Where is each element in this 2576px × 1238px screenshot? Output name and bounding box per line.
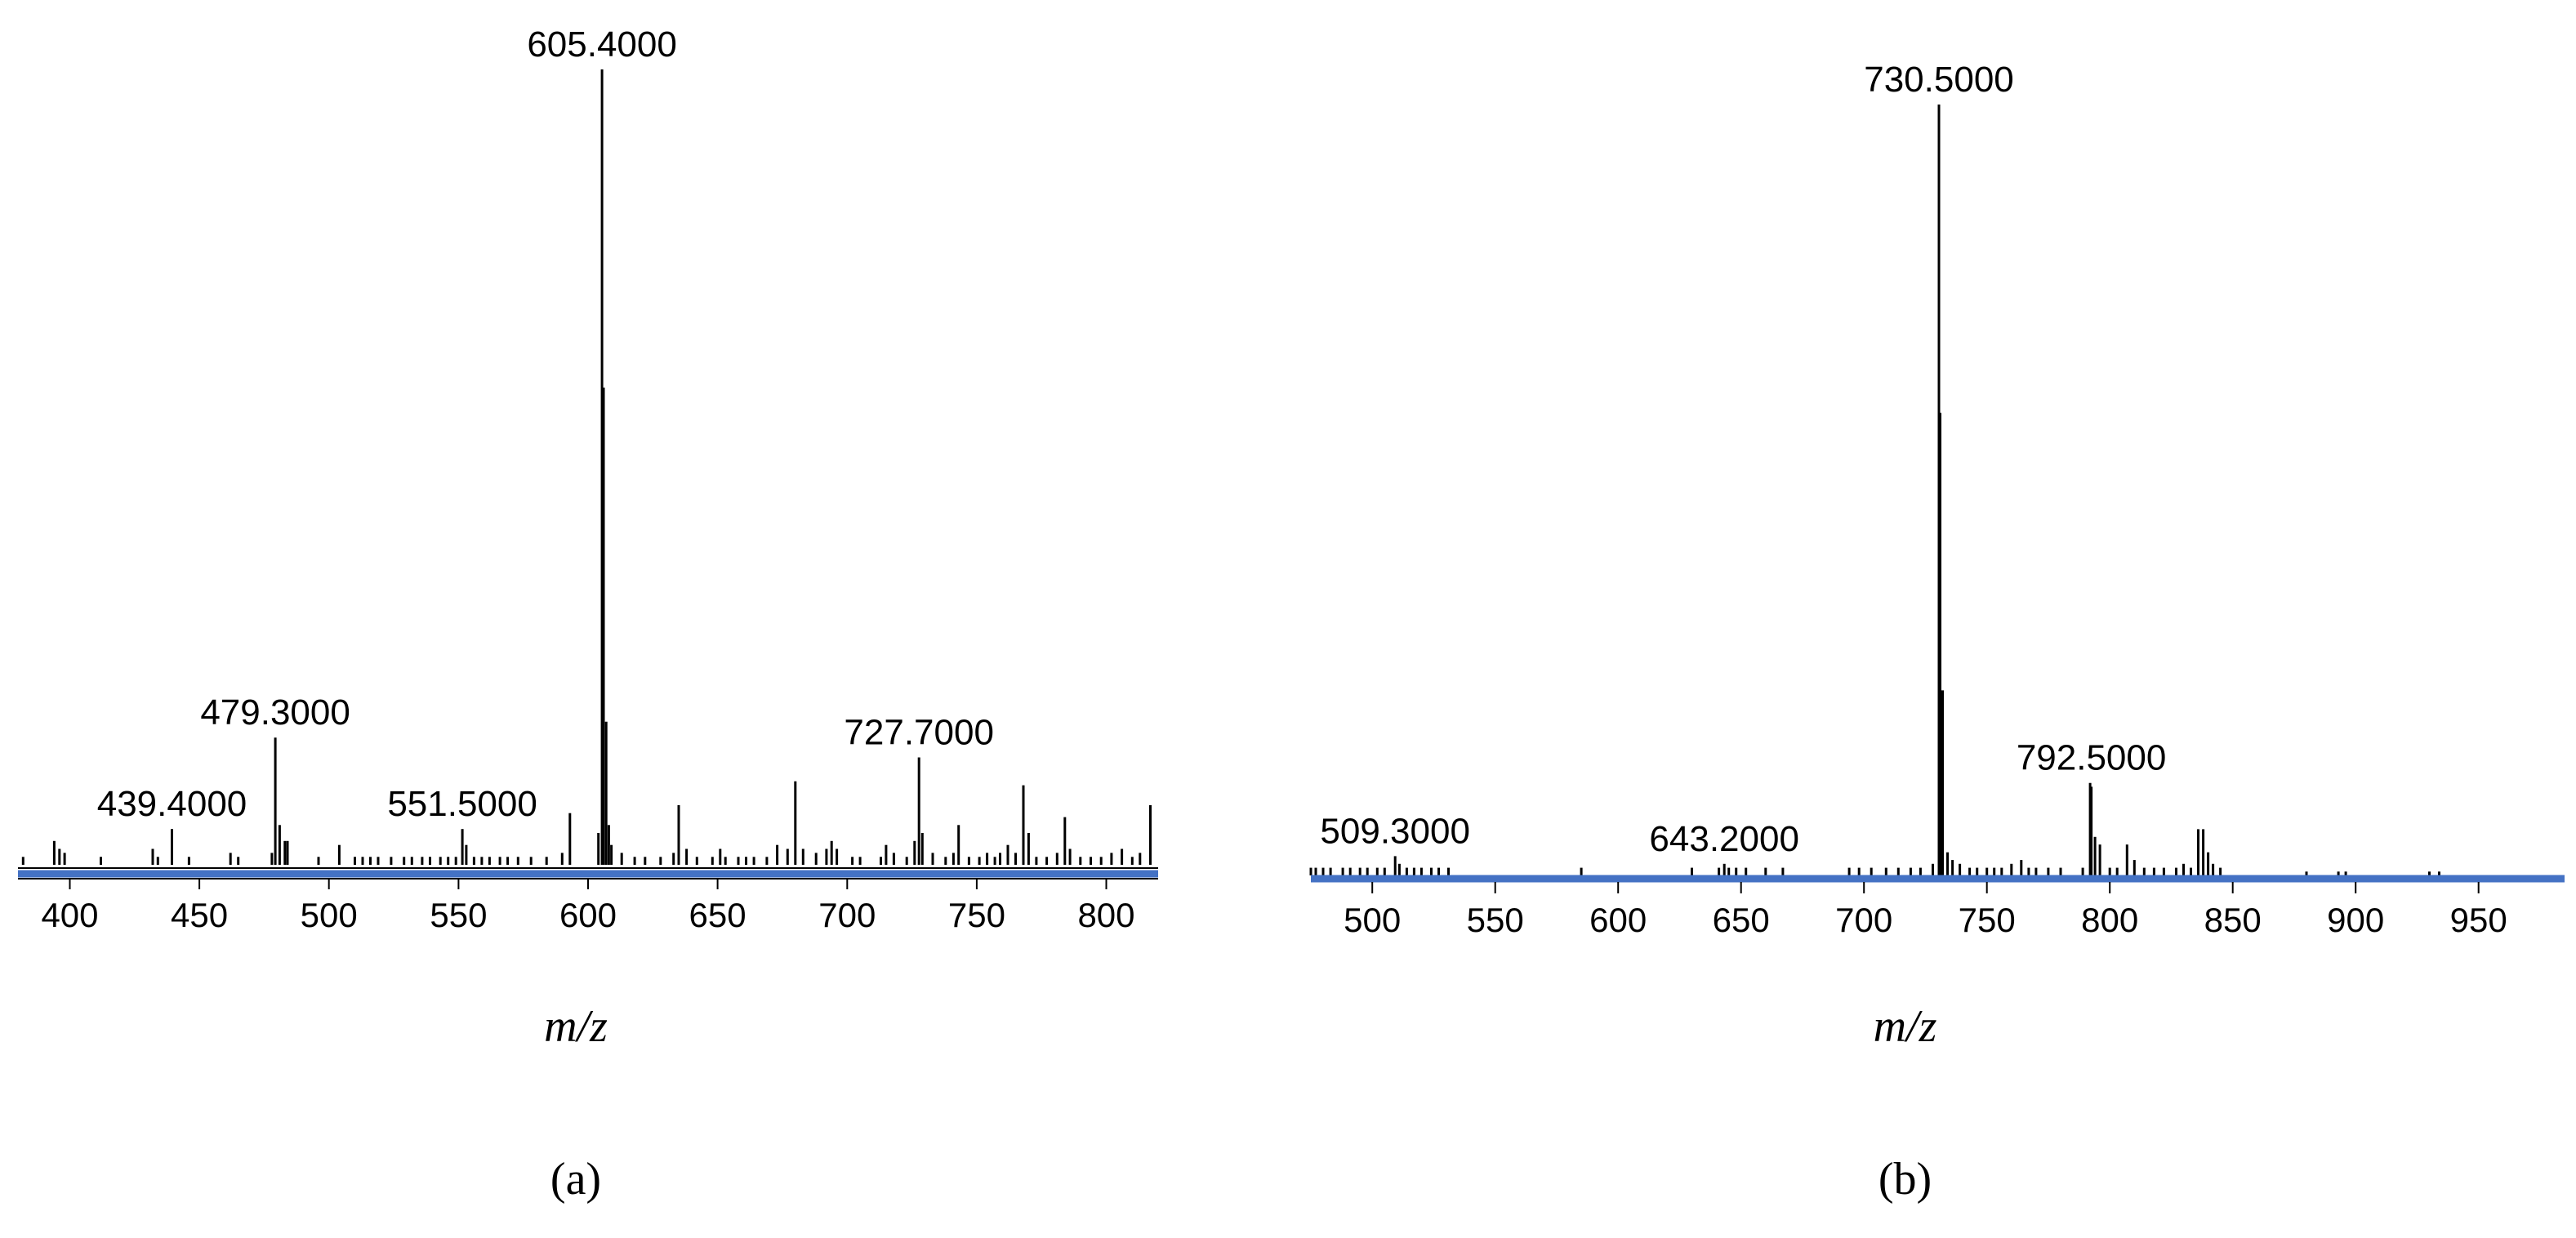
- x-tick-label: 500: [301, 896, 358, 934]
- x-tick-label: 450: [171, 896, 228, 934]
- x-tick-label: 800: [2081, 901, 2138, 939]
- peak-label: 479.3000: [200, 692, 350, 733]
- panel-label: (a): [550, 1154, 601, 1205]
- x-tick-label: 850: [2204, 901, 2262, 939]
- spectrum-panel-a: 400 450 500 550 600 650 700 750 800 605.4000 479.3…: [18, 24, 1158, 1205]
- x-tick-label: 600: [559, 896, 617, 934]
- peak-label: 643.2000: [1649, 819, 1799, 859]
- x-tick-label: 950: [2450, 901, 2507, 939]
- peak-label: 509.3000: [1320, 811, 1470, 851]
- peak-label: 439.4000: [97, 784, 247, 824]
- peak-label: 727.7000: [844, 713, 994, 753]
- x-tick-label: 750: [1959, 901, 2016, 939]
- peak-label: 605.4000: [527, 24, 677, 65]
- peak-label: 730.5000: [1864, 60, 2014, 100]
- x-tick-label: 650: [1713, 901, 1770, 939]
- x-tick-label: 600: [1589, 901, 1647, 939]
- spectrum-panel-b: 500 550 600 650 700 750 800 850 900 950 730.5000 79…: [1309, 60, 2565, 1205]
- x-tick-label: 900: [2327, 901, 2384, 939]
- x-tick-label: 650: [689, 896, 747, 934]
- x-tick-label: 700: [818, 896, 876, 934]
- x-tick-label: 500: [1344, 901, 1401, 939]
- x-axis-title: m/z: [1874, 1001, 1937, 1052]
- x-tick-label: 400: [41, 896, 98, 934]
- x-tick-label: 800: [1077, 896, 1134, 934]
- peak-label: 551.5000: [387, 784, 537, 824]
- x-tick-label: 700: [1835, 901, 1892, 939]
- panel-label: (b): [1879, 1154, 1932, 1205]
- x-tick-label: 550: [430, 896, 487, 934]
- peak-label: 792.5000: [2017, 738, 2167, 778]
- x-axis-title: m/z: [544, 1001, 608, 1052]
- x-tick-label: 750: [948, 896, 1005, 934]
- x-tick-label: 550: [1467, 901, 1524, 939]
